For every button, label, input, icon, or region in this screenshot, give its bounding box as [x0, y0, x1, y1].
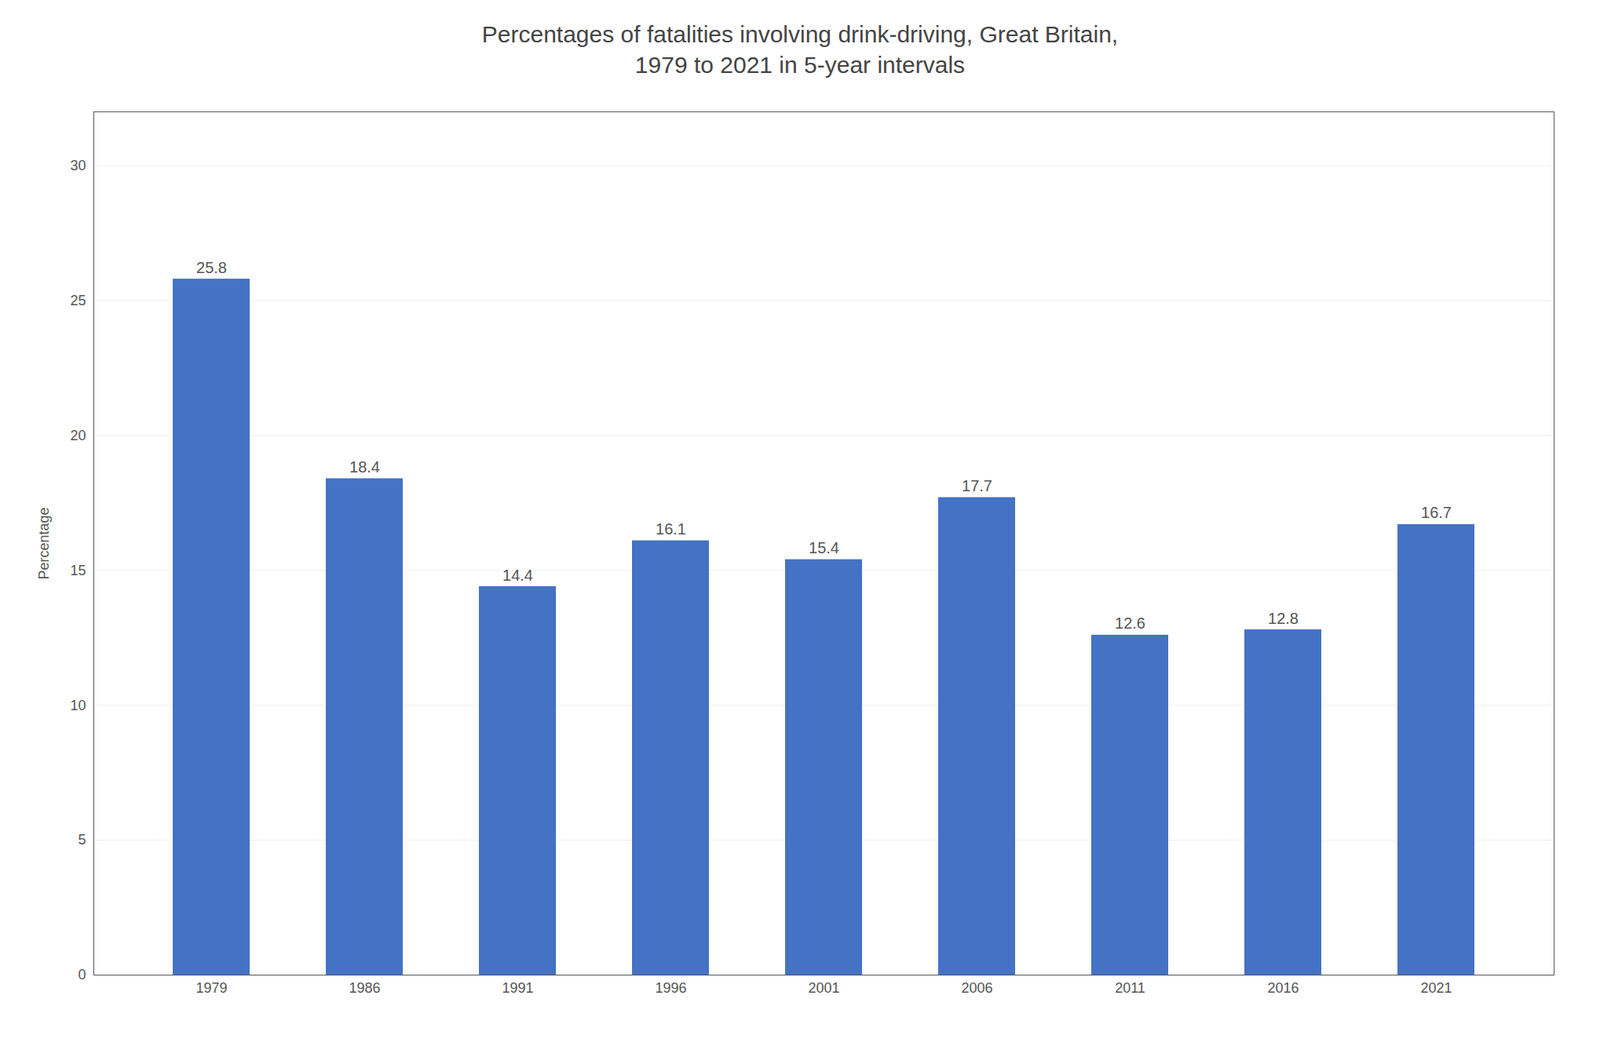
svg-text:1996: 1996 — [654, 980, 687, 997]
svg-text:25.8: 25.8 — [196, 259, 227, 277]
svg-text:2011: 2011 — [1114, 980, 1146, 997]
svg-text:10: 10 — [69, 697, 86, 714]
svg-text:16.7: 16.7 — [1421, 504, 1452, 522]
svg-text:30: 30 — [69, 157, 86, 174]
svg-text:1991: 1991 — [501, 980, 534, 997]
svg-text:18.4: 18.4 — [349, 458, 380, 476]
html-text:Percentages of fatalities invo: Percentages of fatalities involving drin… — [481, 21, 1119, 78]
svg-text:20: 20 — [69, 427, 86, 444]
svg-text:25: 25 — [69, 292, 86, 309]
svg-text:12.6: 12.6 — [1114, 614, 1146, 632]
svg-text:5: 5 — [77, 832, 86, 848]
svg-text:2016: 2016 — [1267, 980, 1299, 997]
svg-text:2006: 2006 — [960, 980, 993, 997]
svg-text:15.4: 15.4 — [808, 539, 840, 557]
svg-text:2001: 2001 — [807, 980, 840, 997]
svg-text:16.1: 16.1 — [655, 520, 687, 538]
svg-text:1979: 1979 — [195, 980, 227, 997]
svg-text:1986: 1986 — [348, 980, 380, 997]
svg-text:15: 15 — [69, 562, 86, 579]
svg-text:12.8: 12.8 — [1267, 610, 1299, 628]
svg-text:17.7: 17.7 — [961, 477, 993, 495]
svg-text:14.4: 14.4 — [502, 566, 534, 585]
svg-text:0: 0 — [77, 967, 86, 983]
svg-text:2021: 2021 — [1420, 980, 1452, 997]
svg-text:Percentage: Percentage — [36, 507, 52, 580]
